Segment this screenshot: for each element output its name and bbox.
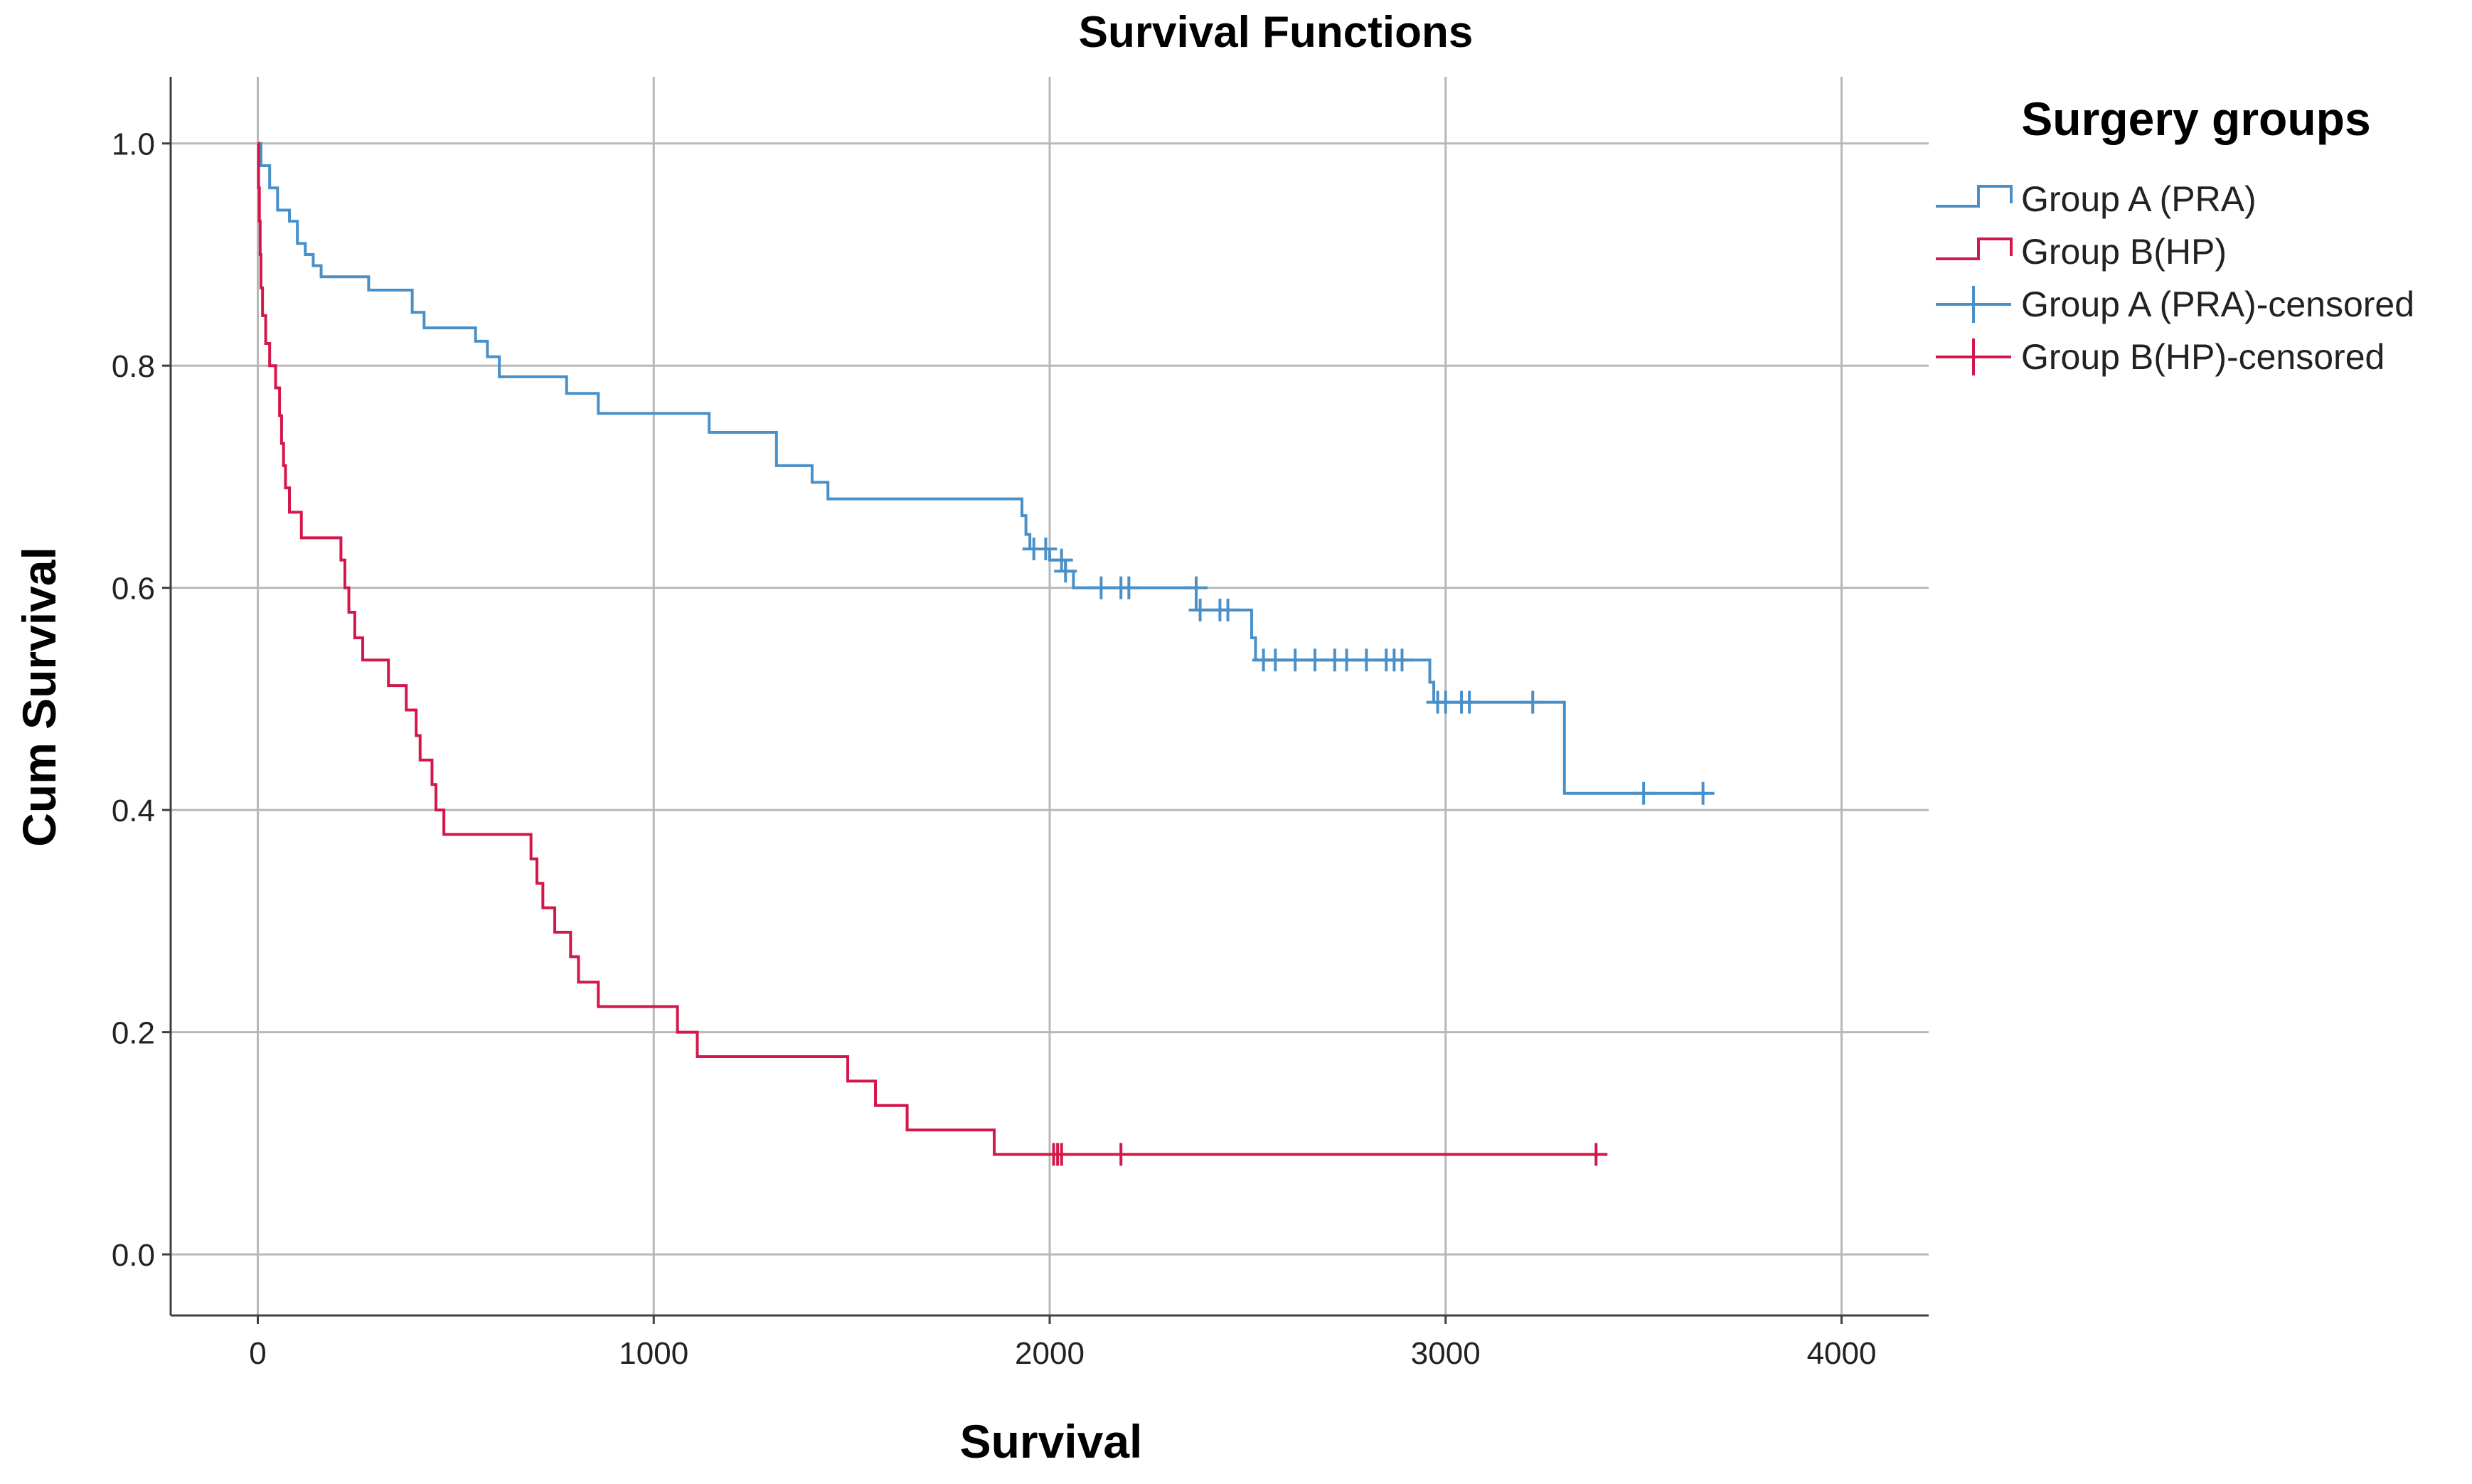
censor-mark <box>1090 577 1112 599</box>
legend-entry: Group B(HP) <box>1936 232 2227 272</box>
legend-title: Surgery groups <box>2021 92 2370 145</box>
x-tick-labels: 0 1000 2000 3000 4000 <box>249 1336 1876 1371</box>
censor-mark <box>1692 782 1715 805</box>
y-tick-labels: 0.0 0.2 0.4 0.6 0.8 1.0 <box>112 127 155 1273</box>
survival-chart: Survival Functions 0 1000 2000 3000 4000 0.0… <box>0 0 2472 1484</box>
legend-entry: Group A (PRA)-censored <box>1936 284 2414 324</box>
chart-title: Survival Functions <box>1079 8 1474 57</box>
censor-mark <box>1336 648 1358 671</box>
censor-mark <box>1355 648 1378 671</box>
legend-entry: Group A (PRA) <box>1936 179 2257 219</box>
x-tick-label: 4000 <box>1807 1336 1877 1371</box>
censor-mark <box>1284 648 1306 671</box>
y-tick-label: 0.2 <box>112 1016 155 1051</box>
censor-mark <box>1034 538 1057 560</box>
censor-mark <box>1304 648 1326 671</box>
censor-mark <box>1632 782 1655 805</box>
x-tick-label: 0 <box>249 1336 266 1371</box>
grid-lines <box>171 77 1929 1315</box>
legend-label: Group A (PRA) <box>2021 179 2257 219</box>
legend-label: Group B(HP)-censored <box>2021 337 2385 377</box>
y-tick-label: 0.6 <box>112 572 155 607</box>
legend-step-swatch <box>1936 186 2011 206</box>
censor-mark <box>1185 577 1208 599</box>
y-axis-label: Cum Survival <box>13 547 65 847</box>
x-tick-label: 3000 <box>1411 1336 1481 1371</box>
censor-mark <box>1584 1143 1607 1165</box>
y-tick-label: 0.4 <box>112 794 155 828</box>
censor-mark <box>1109 1143 1132 1165</box>
series-group <box>257 144 1714 1166</box>
x-tick-label: 1000 <box>619 1336 688 1371</box>
axes <box>162 77 1929 1324</box>
survival-step-line <box>257 144 1707 794</box>
censor-mark <box>1050 549 1073 572</box>
legend-entry: Group B(HP)-censored <box>1936 337 2385 377</box>
y-tick-label: 0.8 <box>112 349 155 384</box>
legend-entries: Group A (PRA) Group B(HP) Group A (PRA)-ce… <box>1936 179 2414 377</box>
series-group-b <box>257 144 1607 1166</box>
legend: Surgery groups Group A (PRA)Group B(HP)G… <box>1936 92 2414 377</box>
legend-label: Group A (PRA)-censored <box>2021 284 2414 324</box>
x-axis-label: Survival <box>960 1415 1143 1468</box>
y-tick-label: 1.0 <box>112 127 155 162</box>
legend-step-swatch <box>1936 239 2011 259</box>
legend-label: Group B(HP) <box>2021 232 2227 272</box>
y-tick-label: 0.0 <box>112 1238 155 1273</box>
censor-mark <box>1521 691 1544 714</box>
censor-mark <box>1189 599 1212 621</box>
series-group-a <box>257 144 1714 805</box>
censor-mark <box>1264 648 1286 671</box>
x-tick-label: 2000 <box>1015 1336 1085 1371</box>
